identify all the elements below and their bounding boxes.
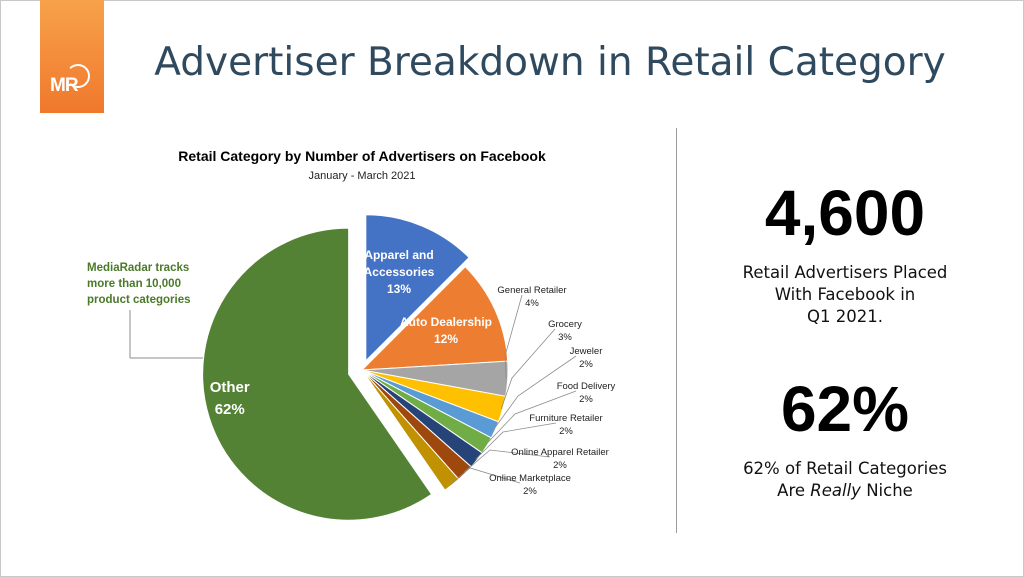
primary-caption-line: With Facebook in	[774, 285, 916, 304]
slice-label-jeweler-value: 2%	[579, 359, 593, 370]
leader-line-general-retailer	[504, 294, 523, 379]
pie-slice-online-marketplace	[361, 369, 460, 491]
vertical-divider	[676, 128, 677, 533]
leader-line-jeweler	[493, 355, 577, 430]
mediaradar-logo: MR	[40, 0, 104, 113]
pie-slices	[202, 214, 509, 521]
caption-prefix: Are	[777, 481, 811, 500]
pie-slice-auto-dealership	[360, 266, 509, 371]
slice-label-apparel-and-accessories-value: 13%	[387, 282, 411, 296]
leader-line-food-delivery	[485, 390, 577, 446]
callout-text-line-1: MediaRadar tracks	[87, 262, 189, 274]
slice-label-auto-dealership-text: Auto Dealership	[400, 315, 492, 329]
primary-stat-value: 4,600	[764, 177, 926, 249]
callout-annotation: MediaRadar tracks more than 10,000 produ…	[87, 262, 238, 359]
leader-line-online-apparel-retailer	[463, 449, 551, 473]
pie-labels: Apparel and Accessories 13% Auto Dealership…	[210, 248, 616, 497]
leader-line-furniture-retailer	[475, 422, 557, 460]
chart-title: Retail Category by Number of Advertisers…	[178, 148, 546, 164]
slice-label-apparel-and-accessories-text: Accessories	[364, 265, 435, 279]
slice-label-online-marketplace-value: 2%	[523, 486, 537, 497]
secondary-stat-value: 62%	[780, 373, 910, 445]
slice-label-food-delivery-value: 2%	[579, 394, 593, 405]
slice-label-grocery-value: 3%	[558, 332, 572, 343]
secondary-caption-line: 62% of Retail Categories	[743, 459, 947, 478]
primary-caption-line: Q1 2021.	[807, 307, 883, 326]
pie-chart: Retail Category by Number of Advertisers…	[87, 148, 616, 521]
slice-label-online-apparel-retailer-text: Online Apparel Retailer	[511, 447, 609, 458]
slice-label-food-delivery-text: Food Delivery	[557, 381, 616, 392]
pie-leader-lines	[450, 294, 577, 485]
chart-subtitle: January - March 2021	[309, 170, 416, 182]
slice-label-furniture-retailer-text: Furniture Retailer	[529, 413, 602, 424]
callout-text-line-2: more than 10,000	[87, 278, 181, 290]
slice-label-apparel-and-accessories-text: Apparel and	[364, 248, 433, 262]
page-title: Advertiser Breakdown in Retail Category	[154, 40, 946, 85]
callout-text-line-3: product categories	[87, 294, 191, 306]
slice-label-auto-dealership-value: 12%	[434, 332, 458, 346]
slice-label-other-text: Other	[210, 379, 250, 396]
slice-label-jeweler-text: Jeweler	[570, 346, 603, 357]
caption-suffix: Niche	[860, 481, 913, 500]
leader-line-online-marketplace	[450, 467, 521, 485]
secondary-stat-caption: 62% of Retail Categories Are Really Nich…	[700, 458, 990, 502]
slice-label-general-retailer-value: 4%	[525, 298, 539, 309]
slice-label-online-apparel-retailer-value: 2%	[553, 460, 567, 471]
primary-caption-line: Retail Advertisers Placed	[742, 263, 948, 282]
logo-ring-icon	[66, 64, 90, 88]
slice-label-other-value: 62%	[215, 401, 245, 418]
slice-label-online-marketplace-text: Online Marketplace	[489, 473, 571, 484]
slice-label-furniture-retailer-value: 2%	[559, 426, 573, 437]
logo-text: MR	[50, 75, 79, 96]
primary-stat-caption: Retail Advertisers Placed With Facebook …	[700, 262, 990, 328]
leader-line-grocery	[500, 328, 556, 409]
pie-slice-apparel-and-accessories	[365, 214, 470, 362]
caption-emphasis: Really	[810, 481, 861, 500]
slice-label-grocery-text: Grocery	[548, 319, 582, 330]
slice-label-general-retailer-text: General Retailer	[497, 285, 566, 296]
pie-slice-other	[202, 227, 433, 521]
secondary-caption-line: Are Really Niche	[700, 480, 990, 502]
